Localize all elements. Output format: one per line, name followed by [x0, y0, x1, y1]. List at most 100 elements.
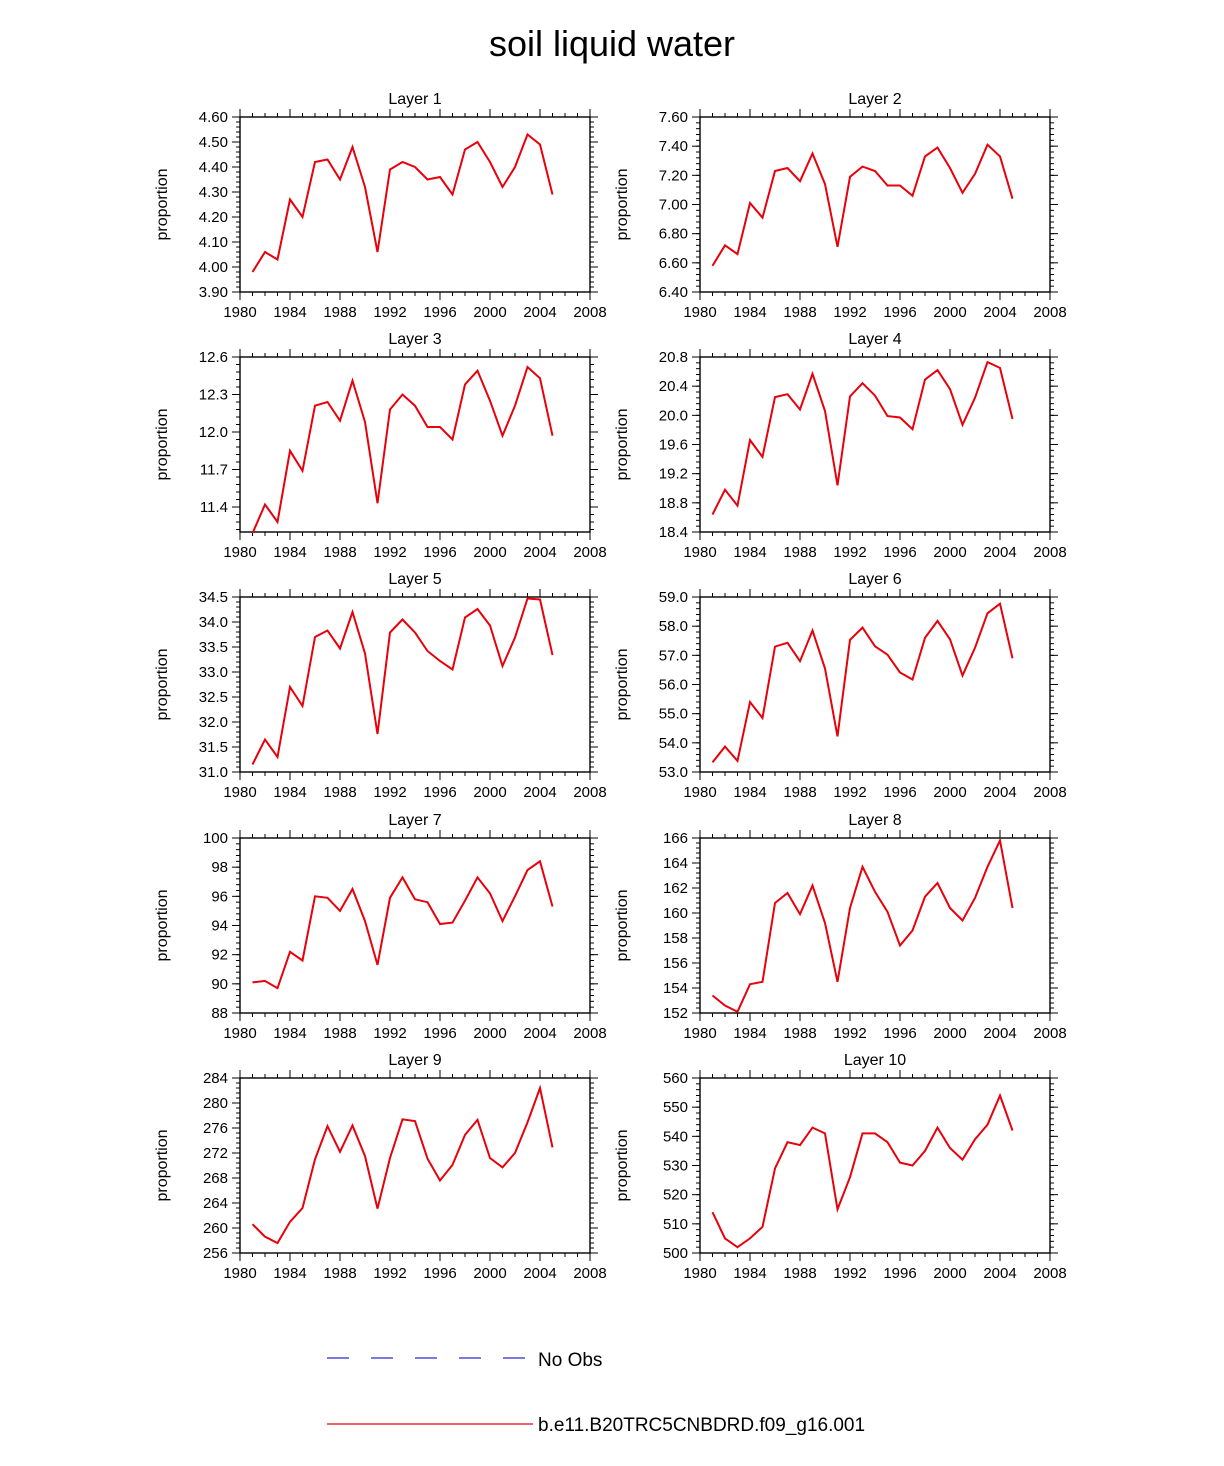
y-tick-label: 7.20 [659, 167, 688, 184]
x-tick-label: 1992 [833, 304, 866, 321]
x-tick-label: 2004 [983, 784, 1016, 801]
y-axis-label: proportion [614, 408, 631, 480]
y-tick-label: 4.00 [199, 259, 228, 276]
x-tick-label: 2000 [473, 544, 506, 561]
y-tick-label: 3.90 [199, 284, 228, 301]
y-tick-label: 540 [663, 1128, 688, 1145]
y-tick-label: 31.0 [199, 764, 228, 781]
x-tick-label: 1996 [423, 544, 456, 561]
y-tick-label: 18.8 [659, 495, 688, 512]
x-tick-label: 2008 [1033, 304, 1066, 321]
x-tick-label: 1988 [783, 1025, 816, 1042]
y-tick-label: 158 [663, 930, 688, 947]
plot-frame [699, 837, 1051, 1014]
panel-title: Layer 4 [848, 331, 901, 348]
y-tick-label: 164 [663, 855, 688, 872]
panel-10: Layer 10 1980 1984 1988 1992 1996 2000 2004 2008… [614, 1052, 1067, 1282]
x-tick-label: 1984 [733, 544, 766, 561]
x-tick-label: 2004 [523, 1265, 556, 1282]
series-line [711, 360, 1014, 515]
y-tick-label: 58.0 [659, 618, 688, 635]
x-tick-label: 2008 [1033, 544, 1066, 561]
y-tick-label: 6.80 [659, 226, 688, 243]
x-tick-label: 1996 [423, 304, 456, 321]
x-tick-label: 2004 [523, 784, 556, 801]
panel-9: Layer 9 1980 1984 1988 1992 1996 2000 2004 2008 2… [154, 1052, 607, 1282]
panel-5: Layer 5 1980 1984 1988 1992 1996 2000 2004 2008 3… [154, 571, 607, 801]
panels-group: Layer 1 1980 1984 1988 1992 1996 2000 2004 2008 3… [154, 91, 1067, 1282]
y-tick-label: 268 [203, 1170, 228, 1187]
x-tick-label: 1992 [833, 1265, 866, 1282]
panel-2: Layer 2 1980 1984 1988 1992 1996 2000 2004 2008 6… [614, 91, 1067, 321]
y-tick-label: 33.5 [199, 639, 228, 656]
x-tick-label: 1996 [883, 1025, 916, 1042]
panel-3: Layer 3 1980 1984 1988 1992 1996 2000 2004 2008 1… [154, 331, 607, 561]
y-tick-label: 20.0 [659, 407, 688, 424]
y-tick-label: 88 [211, 1005, 228, 1022]
panel-title: Layer 9 [388, 1052, 441, 1069]
y-axis-label: proportion [614, 648, 631, 720]
y-axis-label: proportion [614, 1129, 631, 1201]
x-tick-label: 1988 [323, 1025, 356, 1042]
x-tick-label: 1996 [423, 784, 456, 801]
x-tick-label: 2008 [573, 1265, 606, 1282]
y-axis-label: proportion [154, 168, 171, 240]
x-tick-label: 1988 [783, 784, 816, 801]
panel-title: Layer 5 [388, 571, 441, 588]
y-tick-label: 54.0 [659, 735, 688, 752]
y-tick-label: 34.5 [199, 589, 228, 606]
x-tick-label: 1996 [883, 544, 916, 561]
y-tick-label: 4.20 [199, 209, 228, 226]
x-tick-label: 2000 [933, 544, 966, 561]
series-line [711, 837, 1014, 1014]
plot-frame [699, 596, 1051, 773]
y-tick-label: 4.30 [199, 184, 228, 201]
series-line [251, 597, 554, 765]
x-tick-label: 2004 [983, 1265, 1016, 1282]
x-tick-label: 1988 [323, 304, 356, 321]
x-tick-label: 2000 [933, 784, 966, 801]
y-tick-label: 284 [203, 1070, 228, 1087]
y-tick-label: 53.0 [659, 764, 688, 781]
y-tick-label: 4.50 [199, 134, 228, 151]
x-tick-label: 2008 [573, 304, 606, 321]
panel-4: Layer 4 1980 1984 1988 1992 1996 2000 2004 2008 1… [614, 331, 1067, 561]
x-tick-label: 1992 [833, 544, 866, 561]
plot-frame [699, 1077, 1051, 1254]
x-tick-label: 1992 [373, 304, 406, 321]
x-tick-label: 1980 [223, 1265, 256, 1282]
x-tick-label: 1992 [833, 1025, 866, 1042]
x-tick-label: 1984 [733, 304, 766, 321]
x-tick-label: 2000 [473, 1265, 506, 1282]
legend: No Obs b.e11.B20TRC5CNBDRD.f09_g16.001 [327, 1350, 865, 1436]
y-tick-label: 96 [211, 888, 228, 905]
y-tick-label: 152 [663, 1005, 688, 1022]
y-tick-label: 12.3 [199, 387, 228, 404]
panel-title: Layer 10 [844, 1052, 906, 1069]
panel-title: Layer 8 [848, 812, 901, 829]
y-tick-label: 100 [203, 830, 228, 847]
y-tick-label: 264 [203, 1195, 228, 1212]
x-tick-label: 2000 [933, 304, 966, 321]
x-tick-label: 1996 [883, 1265, 916, 1282]
panel-1: Layer 1 1980 1984 1988 1992 1996 2000 2004 2008 3… [154, 91, 607, 321]
y-axis-label: proportion [154, 648, 171, 720]
x-tick-label: 1980 [683, 304, 716, 321]
y-tick-label: 32.0 [199, 714, 228, 731]
x-tick-label: 1988 [783, 1265, 816, 1282]
x-tick-label: 1996 [423, 1025, 456, 1042]
series-line [251, 365, 554, 533]
y-axis-label: proportion [154, 889, 171, 961]
x-tick-label: 2000 [473, 1025, 506, 1042]
legend-no-obs-label: No Obs [538, 1350, 602, 1371]
x-tick-label: 2008 [573, 784, 606, 801]
x-tick-label: 1980 [683, 1025, 716, 1042]
series-line [711, 601, 1014, 764]
x-tick-label: 1984 [273, 544, 306, 561]
y-tick-label: 20.4 [659, 378, 688, 395]
y-tick-label: 19.6 [659, 437, 688, 454]
y-tick-label: 12.6 [199, 349, 228, 366]
panel-8: Layer 8 1980 1984 1988 1992 1996 2000 2004 2008 1… [614, 812, 1067, 1042]
y-tick-label: 7.60 [659, 109, 688, 126]
